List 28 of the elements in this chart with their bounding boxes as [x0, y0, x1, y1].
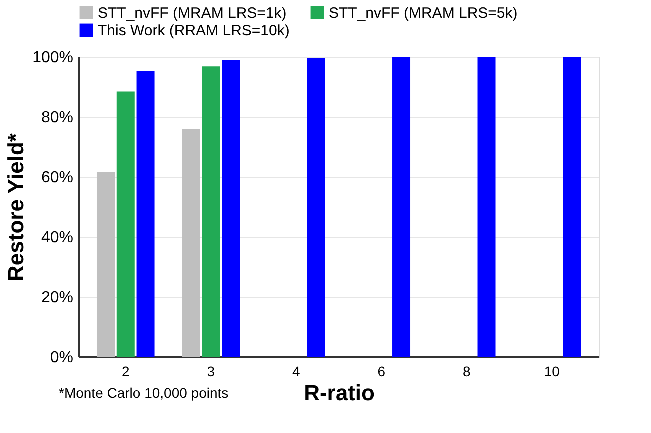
x-tick-label: 3: [207, 364, 216, 380]
legend-label: This Work (RRAM LRS=10k): [98, 22, 290, 40]
y-tick-label: 0%: [50, 350, 74, 366]
bar: [307, 58, 326, 357]
x-tick-label: 4: [292, 364, 300, 380]
x-tick-label: 8: [462, 364, 471, 380]
y-tick-label: 20%: [41, 290, 74, 306]
bar: [392, 57, 411, 357]
y-tick-label: 80%: [41, 110, 74, 126]
legend-label: STT_nvFF (MRAM LRS=1k): [98, 4, 287, 22]
bar: [563, 57, 582, 357]
x-axis-title: R-ratio: [304, 380, 375, 406]
bar: [96, 172, 115, 357]
bar: [136, 71, 155, 357]
bar: [116, 92, 135, 357]
x-tick-label: 2: [122, 364, 130, 380]
bar: [182, 129, 200, 357]
legend-label: STT_nvFF (MRAM LRS=5k): [329, 4, 518, 22]
x-tick-label: 10: [544, 364, 560, 380]
text: *Monte Carlo 10,000 points: [59, 385, 229, 401]
bar: [478, 57, 496, 357]
y-tick-label: 40%: [41, 230, 74, 246]
bar: [222, 60, 240, 357]
y-axis-title: Restore Yield*: [4, 133, 29, 282]
bar: [202, 66, 220, 357]
y-tick-label: 60%: [41, 170, 74, 186]
y-tick-label: 100%: [32, 50, 74, 66]
x-tick-label: 6: [378, 364, 386, 380]
